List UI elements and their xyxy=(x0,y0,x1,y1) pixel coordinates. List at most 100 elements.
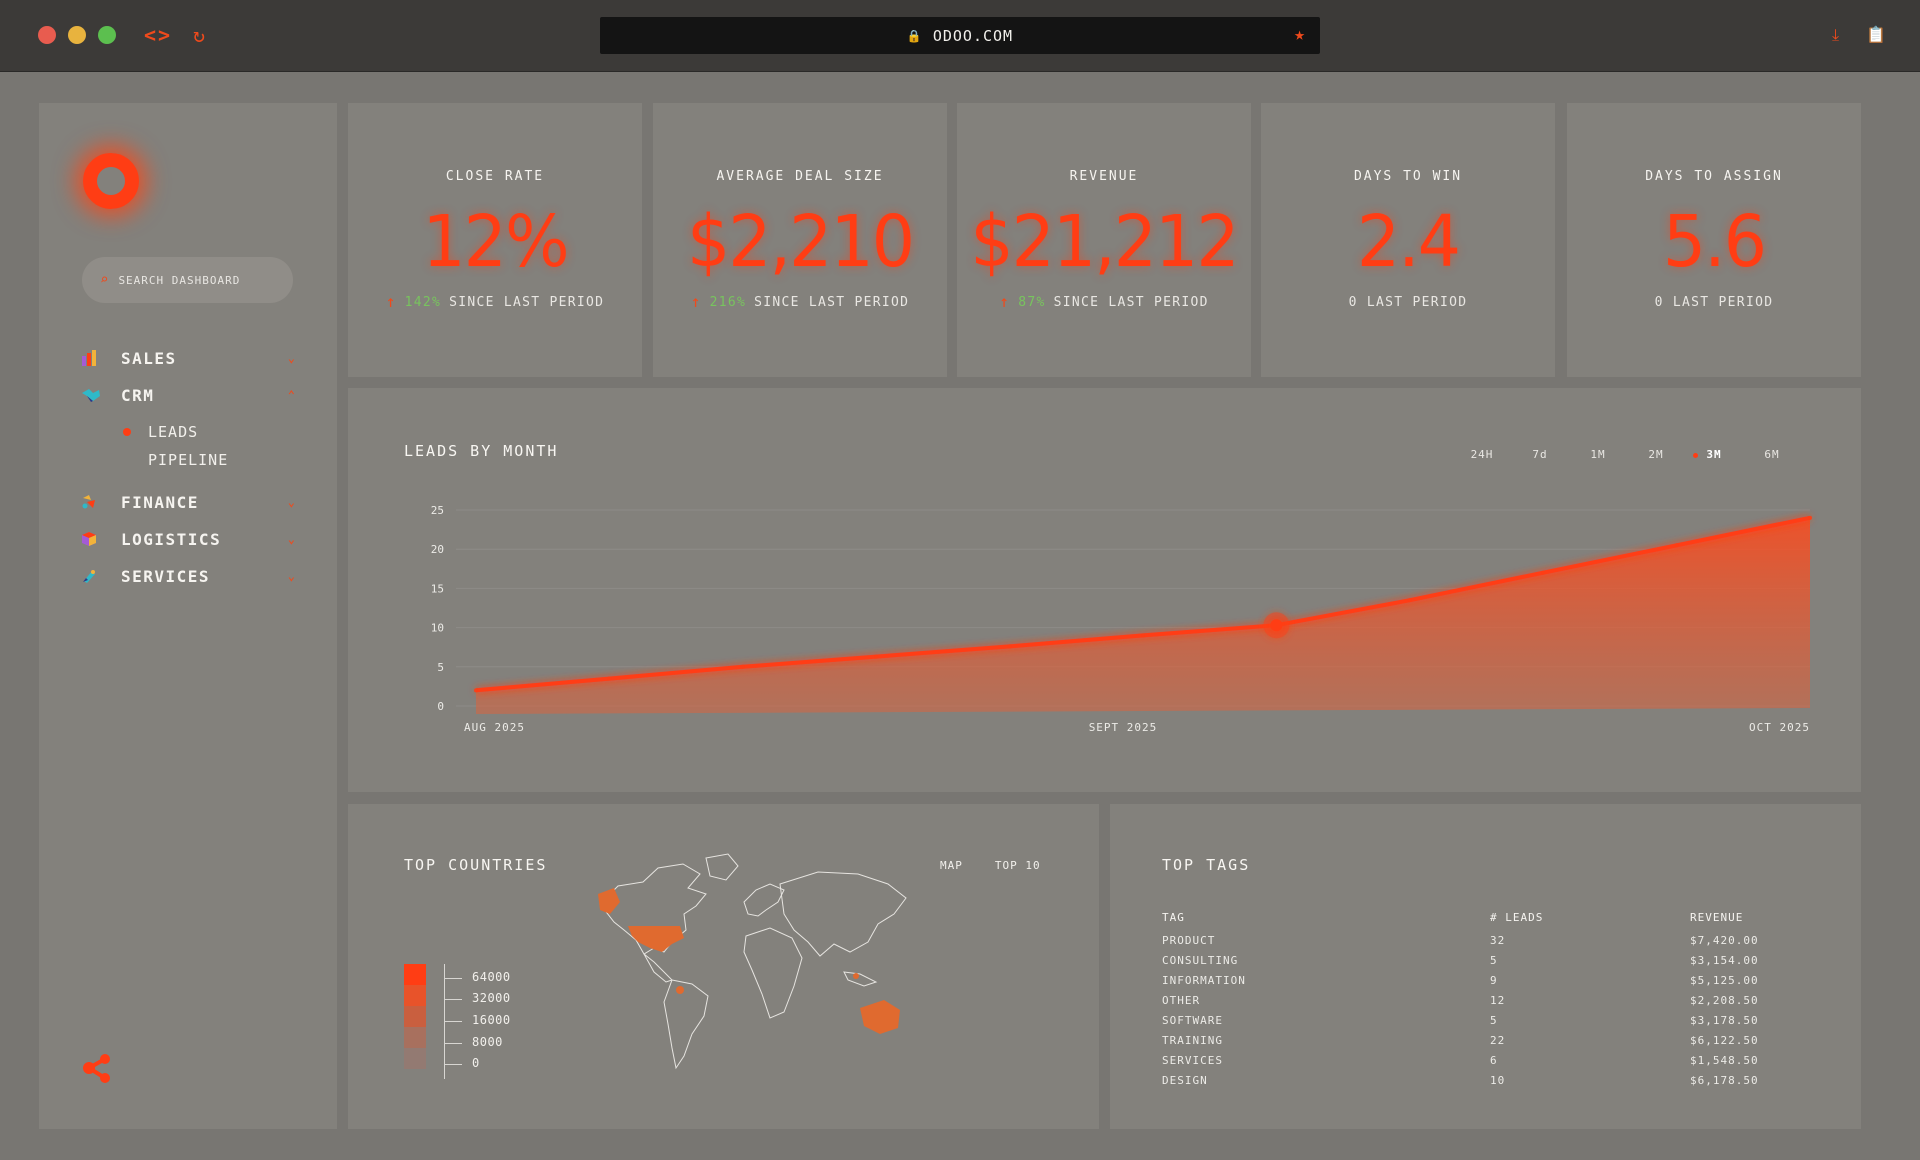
tag-cell: SOFTWARE xyxy=(1162,1013,1223,1027)
chevron-up-icon[interactable]: ⌃ xyxy=(287,388,295,402)
kpi-change: ↑ 216% SINCE LAST PERIOD xyxy=(653,294,947,311)
minimize-window-button[interactable] xyxy=(68,26,86,44)
column-header-revenue[interactable]: REVENUE xyxy=(1690,910,1744,924)
map-africa xyxy=(743,927,803,1019)
revenue-cell: $6,122.50 xyxy=(1690,1033,1759,1047)
table-row[interactable]: PRODUCT 32 $7,420.00 xyxy=(1162,930,1802,950)
sidebar-subitem-leads[interactable]: LEADS xyxy=(123,423,198,441)
y-tick-label: 10 xyxy=(431,622,444,635)
leads-cell: 12 xyxy=(1490,993,1506,1007)
table-row[interactable]: INFORMATION 9 $5,125.00 xyxy=(1162,970,1802,990)
data-point[interactable] xyxy=(1674,543,1679,548)
data-point[interactable] xyxy=(1407,598,1412,603)
map-indonesia xyxy=(843,971,878,987)
sidebar-item-crm[interactable]: CRM ⌃ xyxy=(81,382,295,408)
tag-cell: OTHER xyxy=(1162,993,1201,1007)
share-icon[interactable] xyxy=(80,1051,114,1085)
kpi-value: $2,210 xyxy=(687,201,915,284)
data-point[interactable] xyxy=(607,676,612,681)
data-point[interactable] xyxy=(874,654,879,659)
kpi-change: ↑ 87% SINCE LAST PERIOD xyxy=(957,292,1251,311)
x-tick-label: AUG 2025 xyxy=(464,721,525,734)
data-point[interactable] xyxy=(474,688,478,693)
tag-cell: PRODUCT xyxy=(1162,933,1216,947)
range-tab-2m[interactable]: 2M xyxy=(1648,448,1664,461)
back-forward-icon[interactable]: <> xyxy=(144,23,173,47)
map-usa-highlight xyxy=(628,926,684,952)
sidebar-item-finance[interactable]: FINANCE ⌄ xyxy=(81,489,295,515)
browser-chrome: <> ↻ 🔒 ODOO.COM ★ ⤓ 📋 xyxy=(0,0,1920,72)
chevron-down-icon[interactable]: ⌄ xyxy=(287,532,295,546)
kpi-change-percent: 216% xyxy=(709,295,747,310)
sidebar-subitem-pipeline[interactable]: PIPELINE xyxy=(148,451,228,469)
kpi-change-label: 0 LAST PERIOD xyxy=(1348,295,1468,310)
close-window-button[interactable] xyxy=(38,26,56,44)
maximize-window-button[interactable] xyxy=(98,26,116,44)
map-alaska-highlight xyxy=(598,888,620,914)
countries-title: TOP COUNTRIES xyxy=(404,856,548,874)
chevron-down-icon[interactable]: ⌄ xyxy=(287,351,295,365)
map-asia xyxy=(779,871,907,957)
sidebar-item-label: FINANCE xyxy=(121,492,199,512)
data-point[interactable] xyxy=(1007,644,1012,649)
kpi-value: 5.6 xyxy=(1662,201,1767,284)
leads-line-chart: 0 5 10 15 20 25 AUG 2025 SEPT 2025 OCT 2025 xyxy=(431,504,1812,734)
sidebar-item-services[interactable]: SERVICES ⌄ xyxy=(81,563,295,589)
download-icon[interactable]: ⤓ xyxy=(1832,25,1840,44)
tab-top-10[interactable]: TOP 10 xyxy=(994,859,1041,872)
revenue-cell: $2,208.50 xyxy=(1690,993,1759,1007)
revenue-cell: $3,178.50 xyxy=(1690,1013,1759,1027)
chevron-down-icon[interactable]: ⌄ xyxy=(287,569,295,583)
chart-title: LEADS BY MONTH xyxy=(404,442,559,460)
bookmark-star-icon[interactable]: ★ xyxy=(1294,24,1306,45)
reload-icon[interactable]: ↻ xyxy=(193,23,206,47)
table-row[interactable]: SERVICES 6 $1,548.50 xyxy=(1162,1050,1802,1070)
table-row[interactable]: OTHER 12 $2,208.50 xyxy=(1162,990,1802,1010)
tag-cell: SERVICES xyxy=(1162,1053,1223,1067)
world-map[interactable] xyxy=(588,844,928,1084)
leads-cell: 5 xyxy=(1490,1013,1498,1027)
tag-cell: DESIGN xyxy=(1162,1073,1208,1087)
range-tab-6m[interactable]: 6M xyxy=(1764,448,1780,461)
kpi-card-average-deal-size: AVERAGE DEAL SIZE $2,210 ↑ 216% SINCE LA… xyxy=(653,103,947,377)
search-input[interactable] xyxy=(118,273,269,287)
kpi-change: 0 LAST PERIOD xyxy=(1567,295,1861,310)
data-point[interactable] xyxy=(1141,633,1145,638)
tab-map[interactable]: MAP xyxy=(940,859,963,872)
map-colombia-highlight xyxy=(676,986,684,994)
column-header-leads[interactable]: # LEADS xyxy=(1490,910,1544,924)
top-tags-panel: TOP TAGS TAG # LEADS REVENUE PRODUCT 32 $7… xyxy=(1110,804,1861,1129)
data-point[interactable] xyxy=(740,664,745,669)
address-bar[interactable]: 🔒 ODOO.COM ★ xyxy=(600,17,1320,54)
y-tick-label: 15 xyxy=(431,582,444,595)
sidebar-item-sales[interactable]: SALES ⌄ xyxy=(81,345,295,371)
chevron-down-icon[interactable]: ⌄ xyxy=(287,495,295,509)
column-header-tag[interactable]: TAG xyxy=(1162,910,1185,924)
legend-label: 8000 xyxy=(472,1035,503,1049)
sidebar: ⌕ SALES ⌄ CRM ⌃ LEADS PIPELINE FINANCE ⌄… xyxy=(39,103,337,1129)
leads-chart-panel: LEADS BY MONTH 24H 7d 1M 2M 3M 6M 0 5 10 15… xyxy=(348,388,1861,792)
tags-table: TAG # LEADS REVENUE PRODUCT 32 $7,420.00 C… xyxy=(1162,904,1802,1090)
kpi-card-days-to-win: DAYS TO WIN 2.4 0 LAST PERIOD xyxy=(1261,103,1555,377)
clipboard-icon[interactable]: 📋 xyxy=(1866,25,1886,44)
range-tab-7d[interactable]: 7d xyxy=(1532,448,1548,461)
sidebar-item-logistics[interactable]: LOGISTICS ⌄ xyxy=(81,526,295,552)
data-point[interactable] xyxy=(1808,515,1812,520)
data-point[interactable] xyxy=(1541,570,1546,575)
finance-icon xyxy=(81,494,97,510)
table-row[interactable]: CONSULTING 5 $3,154.00 xyxy=(1162,950,1802,970)
table-row[interactable]: DESIGN 10 $6,178.50 xyxy=(1162,1070,1802,1090)
top-countries-panel: TOP COUNTRIES MAP TOP 10 64000 32000 160… xyxy=(348,804,1099,1129)
odoo-logo[interactable] xyxy=(83,153,139,209)
range-tab-1m[interactable]: 1M xyxy=(1590,448,1606,461)
range-tab-24h[interactable]: 24H xyxy=(1470,448,1494,461)
range-tab-3m[interactable]: 3M xyxy=(1685,448,1743,461)
arrow-up-icon: ↑ xyxy=(999,292,1011,311)
legend-tick xyxy=(444,978,462,979)
table-row[interactable]: SOFTWARE 5 $3,178.50 xyxy=(1162,1010,1802,1030)
search-box[interactable]: ⌕ xyxy=(82,257,293,303)
table-row[interactable]: TRAINING 22 $6,122.50 xyxy=(1162,1030,1802,1050)
data-point-highlight[interactable] xyxy=(1270,619,1283,632)
kpi-change-label: 0 LAST PERIOD xyxy=(1654,295,1774,310)
leads-area xyxy=(476,517,1810,714)
